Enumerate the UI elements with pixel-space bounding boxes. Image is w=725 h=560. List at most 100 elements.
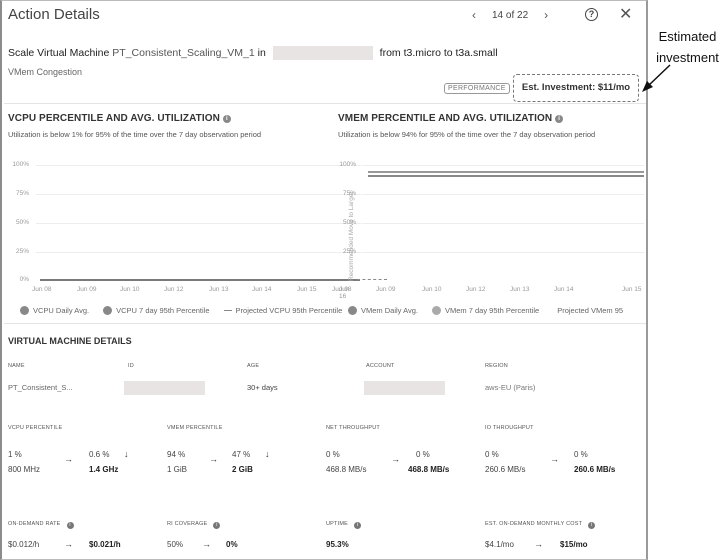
callout-annotation: Estimated investment <box>650 26 725 68</box>
legend-item[interactable]: Projected VCPU 95th Percentile <box>223 306 343 315</box>
net-to-pct: 0 % <box>416 450 430 459</box>
x-tick: Jun 14 <box>554 286 574 293</box>
arrow-right-icon: → <box>550 454 559 464</box>
chevron-right-icon[interactable]: › <box>544 8 549 22</box>
y-tick: 25% <box>15 248 29 255</box>
arrow-right-icon: → <box>209 454 218 464</box>
info-icon[interactable]: i <box>66 522 74 529</box>
legend-dot-icon <box>431 306 441 315</box>
legend-label: VCPU Daily Avg. <box>33 306 90 315</box>
close-icon[interactable]: ✕ <box>619 6 633 23</box>
action-reason: VMem Congestion <box>8 67 83 77</box>
ri-coverage-label-text: RI COVERAGE <box>167 521 208 527</box>
grid-line <box>362 223 644 224</box>
col-age-label: AGE <box>247 363 260 369</box>
vmem-chart-subtitle: Utilization is below 94% for 95% of the … <box>338 130 596 139</box>
vm-details-title: VIRTUAL MACHINE DETAILS <box>8 336 132 346</box>
col-name-label: NAME <box>8 363 25 369</box>
info-icon[interactable]: i <box>213 522 221 529</box>
vmem-percentile-label: VMEM PERCENTILE <box>167 425 223 431</box>
vmem-avg-line <box>368 175 644 177</box>
io-to-capacity: 260.6 MB/s <box>574 465 616 474</box>
help-icon[interactable]: ? <box>585 8 598 21</box>
monthly-cost-label: EST. ON-DEMAND MONTHLY COST i <box>485 521 596 529</box>
vmem-chart-title: VMEM PERCENTILE AND AVG. UTILIZATION i <box>338 113 564 124</box>
legend-item[interactable]: VMem Daily Avg. <box>348 306 418 315</box>
chevron-left-icon[interactable]: ‹ <box>472 8 476 22</box>
legend-label: VMem 7 day 95th Percentile <box>444 306 540 315</box>
monthly-cost-label-text: EST. ON-DEMAND MONTHLY COST <box>485 521 583 527</box>
net-to-capacity: 468.8 MB/s <box>408 465 450 474</box>
legend-item[interactable]: VMem 7 day 95th Percentile <box>431 306 540 315</box>
arrow-down-icon: ↓ <box>124 449 129 459</box>
divider <box>4 323 646 324</box>
x-tick: Jun 09 <box>376 286 396 293</box>
x-tick: Jun 10 <box>422 286 442 293</box>
legend-dot-icon <box>103 306 113 315</box>
arrow-right-icon: → <box>202 539 211 549</box>
grid-line <box>362 252 644 253</box>
divider <box>4 103 646 104</box>
x-tick: Jun 14 <box>252 286 272 293</box>
vmem-to-pct: 47 % <box>232 450 251 459</box>
grid-line <box>36 165 361 166</box>
x-tick: Jun 15 <box>622 286 642 293</box>
on-demand-rate-label: ON-DEMAND RATE i <box>8 521 74 529</box>
arrow-down-icon: ↓ <box>265 449 270 459</box>
vcpu-legend: VCPU Daily Avg. VCPU 7 day 95th Percenti… <box>20 306 356 315</box>
vcpu-chart-title-text: VCPU PERCENTILE AND AVG. UTILIZATION <box>8 113 220 124</box>
grid-line <box>36 194 361 195</box>
legend-label: Projected VCPU 95th Percentile <box>235 306 343 315</box>
x-tick: Jun 12 <box>466 286 486 293</box>
legend-item[interactable]: Projected VMem 95th Percentile <box>553 306 623 315</box>
on-demand-rate-label-text: ON-DEMAND RATE <box>8 521 61 527</box>
vcpu-percentile-label: VCPU PERCENTILE <box>8 425 63 431</box>
x-tick: Jun 09 <box>77 286 97 293</box>
category-badge: PERFORMANCE <box>444 83 510 94</box>
x-tick: Jun 15 <box>297 286 317 293</box>
info-icon[interactable]: i <box>353 522 361 529</box>
legend-label: Projected VMem 95th Percentile <box>557 306 624 315</box>
x-tick: Jun 10 <box>120 286 140 293</box>
vmem-chart-title-text: VMEM PERCENTILE AND AVG. UTILIZATION <box>338 113 553 124</box>
legend-dot-icon <box>348 306 357 315</box>
y-tick: 100% <box>339 161 356 168</box>
pager-count: 14 of 22 <box>492 9 529 21</box>
arrow-right-icon: → <box>391 454 400 464</box>
legend-label: VCPU 7 day 95th Percentile <box>116 306 210 315</box>
vmem-chart: 100% 75% 50% 25% Jun 08 Jun 09 Jun 10 Ju… <box>332 156 648 296</box>
action-verb: Scale Virtual Machine <box>8 46 110 59</box>
y-tick: 100% <box>12 161 29 168</box>
y-tick: 25% <box>342 248 356 255</box>
panel-title: Action Details <box>8 6 100 23</box>
vmem-percentile-line <box>368 171 644 173</box>
callout-line1: Estimated <box>658 29 717 44</box>
col-account-label: ACCOUNT <box>366 363 395 369</box>
legend-item[interactable]: VCPU 7 day 95th Percentile <box>103 306 210 315</box>
legend-item[interactable]: VCPU Daily Avg. <box>20 306 89 315</box>
vm-name-value[interactable]: PT_Consistent_S... <box>8 383 73 392</box>
in-word: in <box>257 46 266 59</box>
vm-name-link[interactable]: PT_Consistent_Scaling_VM_1 <box>112 46 255 59</box>
ri-coverage-label: RI COVERAGE i <box>167 521 221 529</box>
info-icon[interactable]: i <box>222 115 231 123</box>
vm-region-value: aws-EU (Paris) <box>485 383 536 392</box>
io-throughput-label: IO THROUGHPUT <box>485 425 534 431</box>
y-tick: 75% <box>15 190 29 197</box>
y-tick: 75% <box>342 190 356 197</box>
vmem-from-pct: 94 % <box>167 450 186 459</box>
uptime-label-text: UPTIME <box>326 521 348 527</box>
col-region-label: REGION <box>485 363 508 369</box>
redacted-id <box>124 381 205 395</box>
info-icon[interactable]: i <box>588 522 596 529</box>
callout-line2: investment <box>656 50 719 65</box>
vcpu-chart: 100% 75% 50% 25% 0% Jun 08 Jun 09 Jun 10… <box>2 156 387 300</box>
panel-header: Action Details ‹ 14 of 22 › ? ✕ <box>2 1 646 31</box>
vcpu-series-line <box>40 279 360 281</box>
info-icon[interactable]: i <box>555 115 564 123</box>
monthly-from: $4.1/mo <box>485 540 514 549</box>
grid-line <box>362 165 644 166</box>
from-to-text: from t3.micro to t3a.small <box>379 46 498 59</box>
y-tick: 50% <box>342 219 356 226</box>
grid-line <box>36 223 361 224</box>
